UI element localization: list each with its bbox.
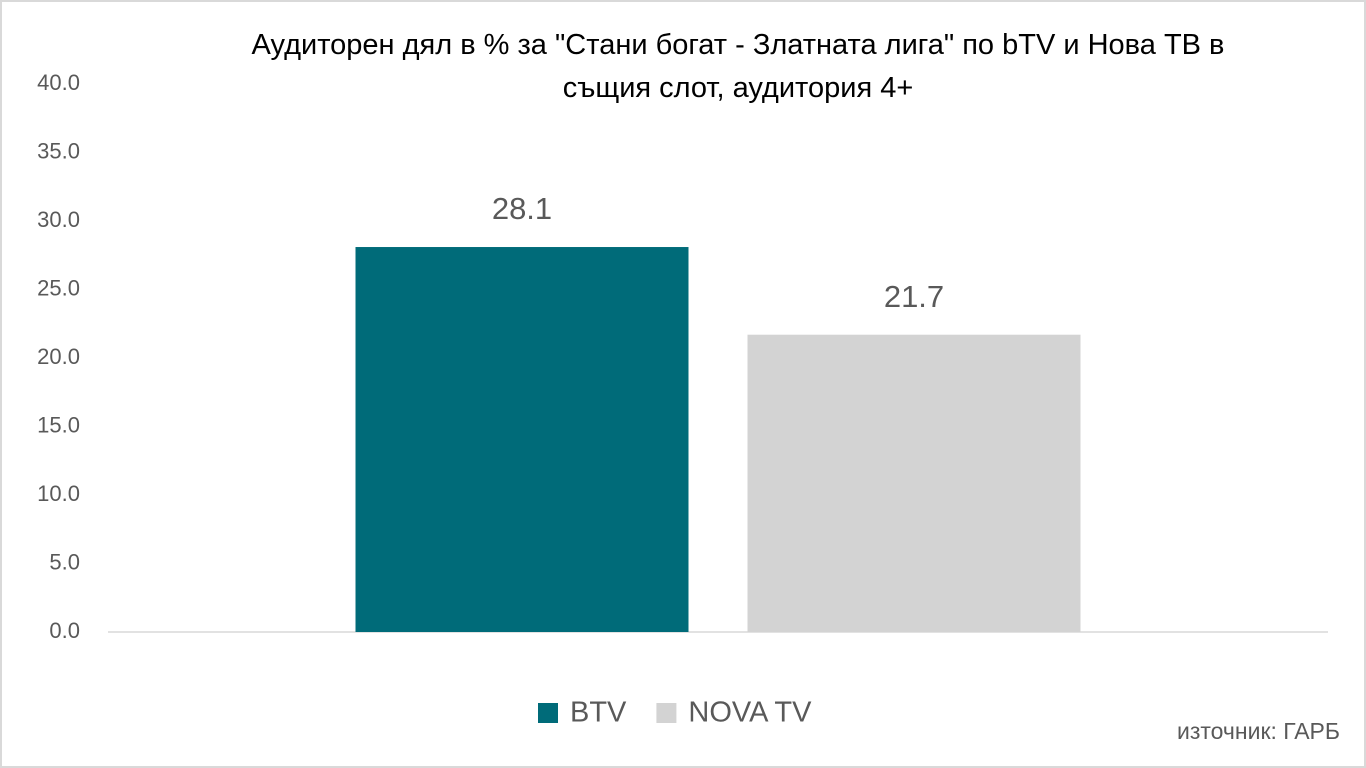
chart-title: Аудиторен дял в % за "Стани богат - Злат… (251, 29, 1225, 104)
legend-swatch (656, 703, 677, 723)
legend-swatch (538, 703, 558, 723)
y-tick-label: 0.0 (49, 618, 80, 643)
y-tick-label: 25.0 (37, 275, 80, 300)
legend-label: NOVA TV (688, 697, 812, 729)
bar (747, 334, 1081, 632)
y-tick-label: 10.0 (37, 481, 80, 506)
legend-label: BTV (570, 697, 627, 729)
y-tick-label: 35.0 (37, 138, 80, 163)
data-label: 28.1 (492, 191, 552, 226)
data-label: 21.7 (884, 279, 944, 314)
y-tick-label: 5.0 (49, 549, 80, 574)
y-tick-label: 15.0 (37, 412, 80, 437)
y-tick-label: 30.0 (37, 207, 80, 232)
bar (355, 247, 689, 632)
y-tick-label: 40.0 (37, 70, 80, 95)
y-tick-label: 20.0 (37, 344, 80, 369)
annotation: източник: ГАРБ (1177, 718, 1340, 744)
